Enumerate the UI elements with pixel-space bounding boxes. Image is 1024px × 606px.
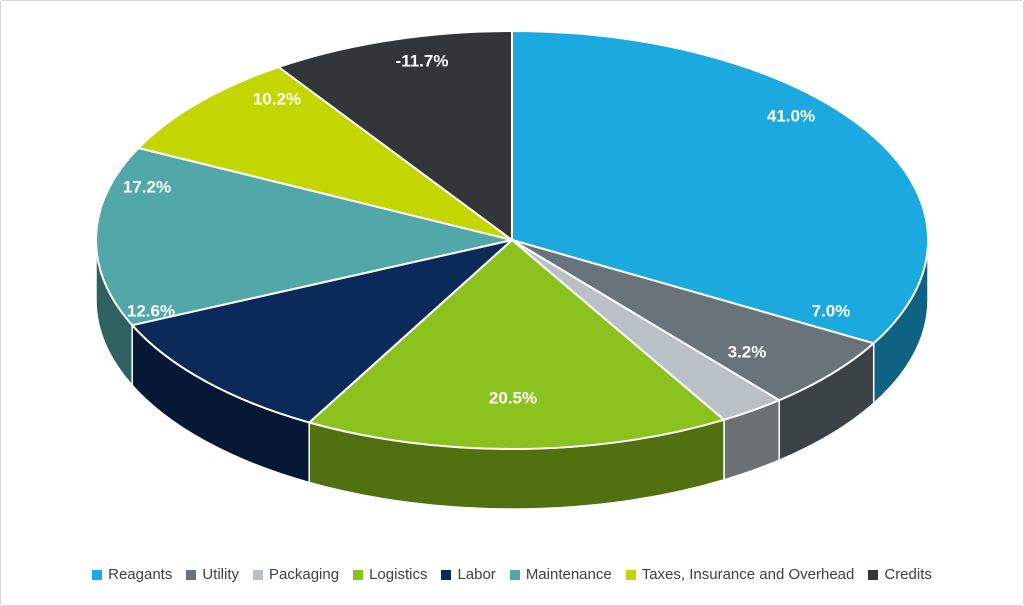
legend-swatch-credits	[868, 569, 879, 580]
legend-label-taxes-insurance-and-overhead: Taxes, Insurance and Overhead	[641, 566, 855, 583]
legend-swatch-reagants	[92, 569, 103, 580]
legend-swatch-labor	[441, 569, 452, 580]
legend-item-logistics: Logistics	[353, 566, 427, 583]
slice-label-labor: 12.6%	[127, 302, 175, 321]
slice-label-taxes-insurance-and-overhead: 10.2%	[253, 90, 301, 109]
slice-label-logistics: 20.5%	[489, 389, 537, 408]
legend-label-reagants: Reagants	[108, 566, 173, 583]
legend-item-reagants: Reagants	[92, 566, 172, 583]
pie-slice-reagants	[511, 30, 930, 345]
chart-legend: Reagants Utility Packaging Logistics Labor Ma…	[1, 566, 1023, 583]
legend-label-packaging: Packaging	[269, 566, 340, 583]
pie-slice-taxes-insurance-and-overhead	[137, 66, 513, 241]
legend-item-labor: Labor	[441, 566, 496, 583]
pie-slice-maintenance	[95, 147, 513, 327]
legend-swatch-taxes-insurance-and-overhead	[625, 569, 636, 580]
slice-label-packaging: 3.2%	[728, 343, 767, 362]
pie-slice-logistics	[308, 239, 725, 450]
slice-label-maintenance: 17.2%	[123, 178, 171, 197]
pie-slice-utility	[511, 239, 875, 402]
legend-swatch-logistics	[353, 569, 364, 580]
slice-label-credits: -11.7%	[396, 52, 449, 71]
legend-item-utility: Utility	[186, 566, 239, 583]
slice-label-reagants: 41.0%	[767, 107, 815, 126]
pie-slice-labor	[131, 239, 513, 424]
legend-item-credits: Credits	[868, 566, 932, 583]
legend-label-labor: Labor	[457, 566, 496, 583]
legend-label-maintenance: Maintenance	[525, 566, 612, 583]
slice-label-utility: 7.0%	[812, 302, 851, 321]
legend-item-maintenance: Maintenance	[509, 566, 612, 583]
pie-slice-credits	[277, 30, 513, 241]
legend-label-utility: Utility	[202, 566, 240, 583]
legend-swatch-utility	[186, 569, 197, 580]
legend-swatch-packaging	[253, 569, 264, 580]
legend-item-packaging: Packaging	[253, 566, 339, 583]
legend-label-logistics: Logistics	[369, 566, 428, 583]
legend-label-credits: Credits	[884, 566, 932, 583]
legend-swatch-maintenance	[509, 569, 520, 580]
legend-item-taxes-insurance-and-overhead: Taxes, Insurance and Overhead	[625, 566, 855, 583]
